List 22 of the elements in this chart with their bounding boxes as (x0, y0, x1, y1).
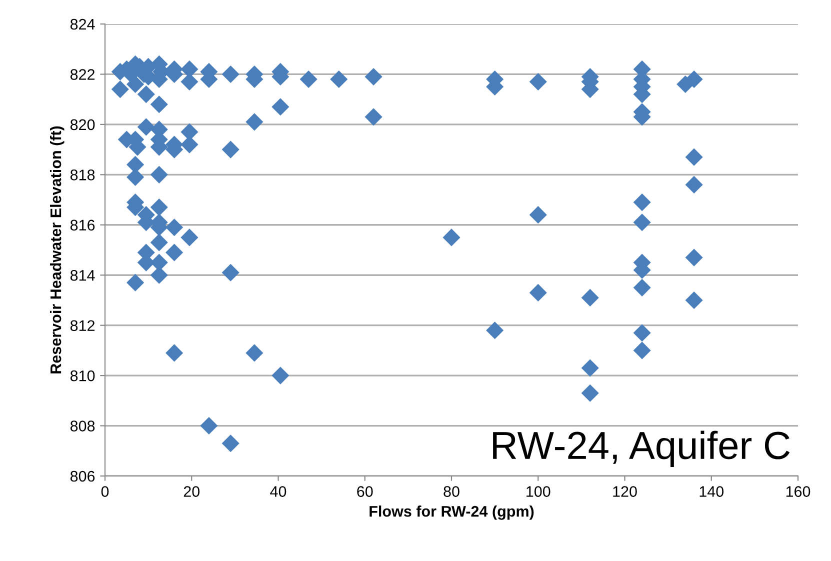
x-tick-label: 0 (101, 486, 109, 497)
x-tick-label: 120 (613, 486, 637, 497)
annotation: RW-24, Aquifer C (493, 430, 790, 467)
x-tick-label: 60 (357, 486, 373, 497)
x-axis-title: Flows for RW-24 (gpm) (370, 506, 534, 520)
y-tick-label: 822 (70, 69, 95, 80)
y-tick-label: 810 (70, 370, 95, 382)
x-tick-label: 80 (444, 486, 460, 497)
x-tick-label: 140 (700, 486, 724, 497)
y-tick-label: 806 (70, 470, 95, 482)
x-tick-label: 100 (526, 486, 550, 497)
y-tick-label: 820 (70, 119, 95, 130)
x-tick-label: 160 (786, 486, 810, 497)
y-tick-label: 814 (70, 270, 95, 281)
x-tick-label: 20 (184, 486, 200, 497)
y-tick-label: 816 (70, 220, 95, 231)
x-tick-label: 40 (270, 486, 286, 497)
y-axis-title: Reservoir Headwater Elevation (ft) (50, 126, 64, 374)
y-tick-label: 818 (70, 170, 95, 180)
y-tick-label: 812 (70, 320, 95, 332)
y-tick-label: 808 (70, 420, 95, 432)
y-tick-label: 824 (70, 18, 95, 30)
